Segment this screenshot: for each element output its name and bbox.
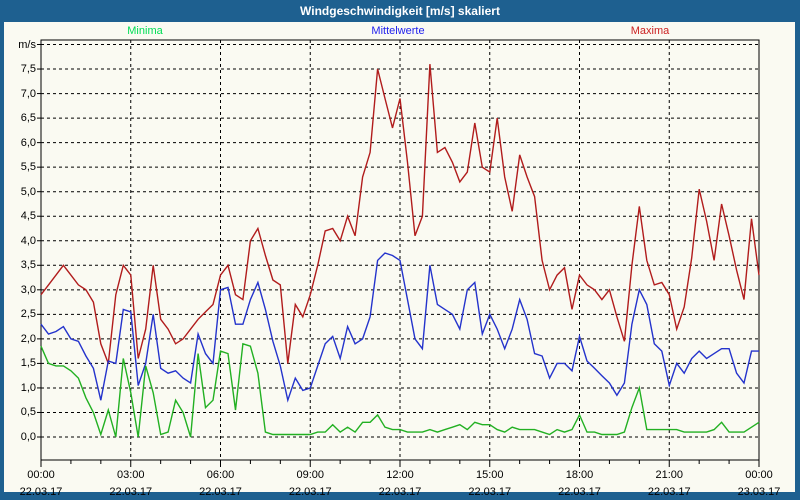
x-time-label: 00:00	[27, 469, 55, 481]
y-tick-label: 7,0	[20, 87, 36, 100]
x-date-label: 23.03.17	[737, 486, 781, 498]
x-time-label: 06:00	[206, 469, 235, 481]
title-bar: Windgeschwindigkeit [m/s] skaliert	[0, 0, 800, 22]
y-tick-label: 2,5	[20, 308, 36, 321]
x-time-label: 18:00	[565, 469, 594, 481]
y-tick-label: 3,5	[20, 259, 36, 272]
x-time-label: 00:00	[745, 469, 773, 481]
y-tick-label: 7,5	[20, 63, 36, 76]
x-date-label: 22.03.17	[647, 486, 691, 498]
y-tick-label: 4,0	[20, 234, 36, 247]
legend-maxima: Maxima	[630, 25, 670, 37]
window-title: Windgeschwindigkeit [m/s] skaliert	[300, 4, 500, 18]
x-time-label: 12:00	[386, 469, 414, 481]
x-time-label: 21:00	[655, 469, 684, 481]
y-tick-label: 5,5	[20, 161, 36, 174]
y-tick-label: 4,5	[20, 210, 36, 223]
x-date-label: 22.03.17	[199, 486, 242, 498]
legend-minima: Minima	[127, 25, 163, 37]
y-tick-label: 0,0	[20, 431, 36, 443]
y-tick-label: 6,5	[20, 112, 36, 125]
x-date-label: 22.03.17	[558, 486, 601, 498]
plot-canvas	[37, 39, 760, 467]
x-time-label: 09:00	[296, 469, 325, 481]
y-axis-unit-label: m/s	[18, 38, 36, 51]
plot-frame	[40, 39, 760, 461]
chart-area: Minima Mittelwerte Maxima m/s 0,0 0,5 1,0 1…	[4, 22, 795, 498]
x-date-label: 22.03.17	[109, 486, 153, 498]
series-maxima	[40, 64, 760, 364]
y-tick-label: 6,0	[20, 136, 36, 149]
y-tick-label: 3,0	[20, 283, 36, 296]
series-minima	[40, 342, 760, 438]
y-tick-label: 2,0	[20, 332, 36, 345]
x-date-label: 22.03.17	[288, 486, 332, 498]
legend-mittelwerte: Mittelwerte	[371, 25, 425, 37]
x-date-label: 22.03.17	[468, 486, 512, 498]
x-time-label: 03:00	[116, 469, 145, 481]
y-tick-label: 5,0	[20, 185, 36, 198]
y-tick-label: 1,5	[20, 357, 36, 370]
x-date-label: 22.03.17	[19, 486, 63, 498]
x-date-label: 22.03.17	[378, 486, 422, 498]
y-tick-label: 0,5	[20, 406, 36, 419]
x-time-label: 15:00	[475, 469, 504, 481]
y-tick-label: 1,0	[20, 381, 36, 394]
series-mittelwerte	[40, 252, 759, 403]
